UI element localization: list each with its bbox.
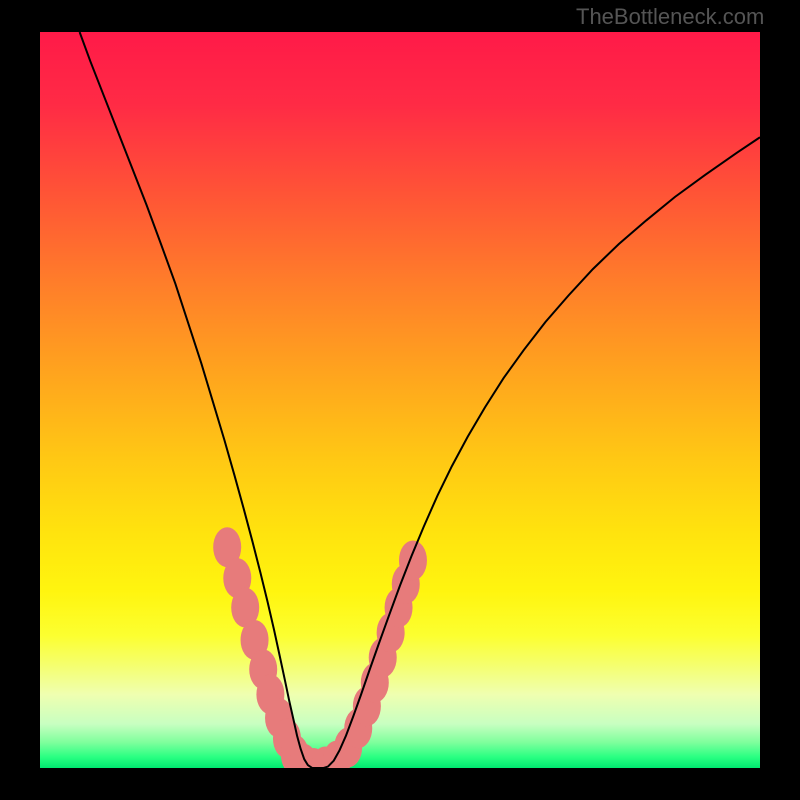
marker-dot: [399, 540, 427, 580]
chart-svg: [0, 0, 800, 800]
gradient-plot-background: [40, 32, 760, 768]
watermark-text: TheBottleneck.com: [576, 4, 764, 30]
chart-stage: TheBottleneck.com: [0, 0, 800, 800]
